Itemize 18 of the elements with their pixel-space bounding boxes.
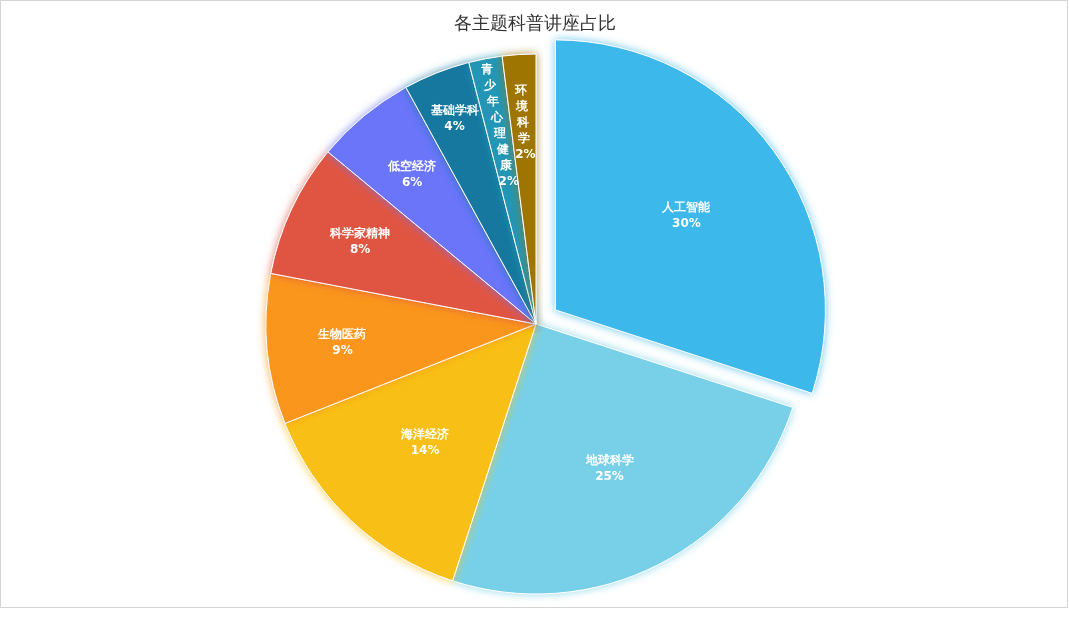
slice-label: 青少年心理健康 — [480, 62, 513, 173]
data-label: 14% — [410, 443, 440, 458]
data-label: 25% — [595, 469, 624, 484]
data-label: 30% — [672, 215, 701, 230]
data-label: 2% — [515, 146, 536, 161]
slice-label: 地球科学 — [584, 453, 634, 468]
slice-label: 生物医药 — [317, 327, 367, 342]
slice-label: 低空经济 — [387, 159, 437, 174]
slice-label: 环境科学 — [514, 82, 531, 145]
data-label: 8% — [349, 242, 371, 257]
slice-label: 海洋经济 — [400, 427, 450, 442]
chart-title: 各主题科普讲座占比 — [454, 11, 616, 33]
slice-label: 人工智能 — [661, 199, 712, 214]
data-label: 4% — [444, 119, 465, 134]
slice-label: 基础学科 — [429, 103, 479, 118]
slice-label: 科学家精神 — [329, 226, 391, 241]
data-label: 6% — [401, 175, 423, 190]
data-label: 9% — [332, 343, 353, 358]
